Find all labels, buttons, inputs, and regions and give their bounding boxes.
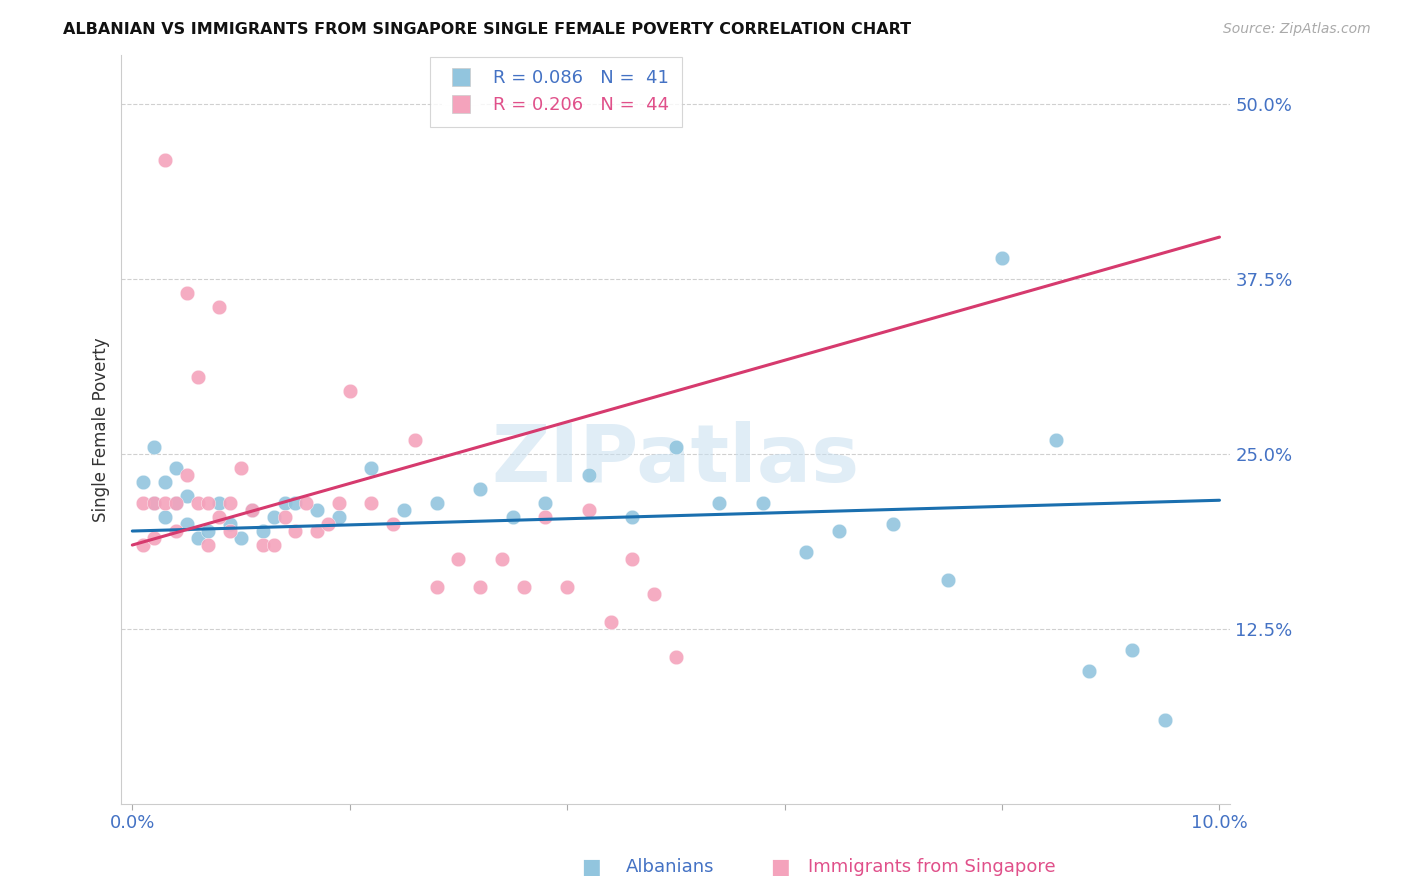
Point bbox=[709, 496, 731, 510]
Point bbox=[132, 496, 155, 510]
Point bbox=[176, 489, 198, 503]
Point bbox=[470, 580, 492, 594]
Point bbox=[229, 531, 252, 545]
Point bbox=[578, 503, 600, 517]
Point bbox=[426, 496, 449, 510]
Point bbox=[1045, 433, 1067, 447]
Point bbox=[153, 496, 176, 510]
Point bbox=[534, 496, 557, 510]
Point bbox=[263, 538, 285, 552]
Point bbox=[555, 580, 578, 594]
Point bbox=[252, 538, 274, 552]
Point bbox=[447, 552, 470, 566]
Point bbox=[1154, 713, 1177, 727]
Point bbox=[263, 510, 285, 524]
Point bbox=[240, 503, 263, 517]
Point bbox=[240, 503, 263, 517]
Y-axis label: Single Female Poverty: Single Female Poverty bbox=[93, 337, 110, 522]
Point bbox=[132, 475, 155, 489]
Point bbox=[284, 524, 307, 538]
Legend: R = 0.086   N =  41, R = 0.206   N =  44: R = 0.086 N = 41, R = 0.206 N = 44 bbox=[430, 57, 682, 127]
Point bbox=[1121, 643, 1143, 657]
Text: Immigrants from Singapore: Immigrants from Singapore bbox=[808, 858, 1056, 876]
Point bbox=[621, 510, 644, 524]
Text: ZIPatlas: ZIPatlas bbox=[492, 420, 860, 499]
Point bbox=[328, 510, 350, 524]
Point bbox=[284, 496, 307, 510]
Point bbox=[176, 286, 198, 301]
Text: ■: ■ bbox=[770, 857, 790, 877]
Point bbox=[316, 516, 339, 531]
Point bbox=[186, 531, 208, 545]
Point bbox=[229, 461, 252, 475]
Point bbox=[491, 552, 513, 566]
Point bbox=[208, 496, 231, 510]
Point bbox=[208, 300, 231, 314]
Point bbox=[534, 510, 557, 524]
Point bbox=[197, 538, 219, 552]
Point bbox=[502, 510, 524, 524]
Point bbox=[165, 496, 187, 510]
Point bbox=[307, 524, 329, 538]
Point bbox=[219, 524, 242, 538]
Point bbox=[143, 531, 166, 545]
Point bbox=[176, 516, 198, 531]
Point bbox=[643, 587, 665, 601]
Point bbox=[426, 580, 449, 594]
Point bbox=[665, 440, 688, 454]
Point bbox=[132, 538, 155, 552]
Point bbox=[328, 496, 350, 510]
Point bbox=[828, 524, 851, 538]
Point bbox=[165, 496, 187, 510]
Point bbox=[153, 475, 176, 489]
Point bbox=[307, 503, 329, 517]
Point bbox=[219, 496, 242, 510]
Point bbox=[470, 482, 492, 496]
Point bbox=[153, 153, 176, 168]
Point bbox=[339, 384, 361, 398]
Point bbox=[143, 496, 166, 510]
Point bbox=[392, 503, 415, 517]
Point bbox=[752, 496, 775, 510]
Text: Albanians: Albanians bbox=[626, 858, 714, 876]
Point bbox=[208, 510, 231, 524]
Point bbox=[165, 524, 187, 538]
Point bbox=[360, 496, 382, 510]
Point bbox=[621, 552, 644, 566]
Point bbox=[143, 496, 166, 510]
Point bbox=[882, 516, 904, 531]
Point bbox=[578, 468, 600, 483]
Point bbox=[295, 496, 318, 510]
Point bbox=[1078, 664, 1101, 678]
Point bbox=[186, 370, 208, 384]
Text: Source: ZipAtlas.com: Source: ZipAtlas.com bbox=[1223, 22, 1371, 37]
Point bbox=[273, 496, 295, 510]
Point bbox=[512, 580, 534, 594]
Point bbox=[404, 433, 426, 447]
Point bbox=[176, 468, 198, 483]
Point bbox=[665, 650, 688, 665]
Point bbox=[991, 251, 1014, 265]
Point bbox=[252, 524, 274, 538]
Point bbox=[936, 573, 959, 587]
Point bbox=[796, 545, 818, 559]
Point bbox=[599, 615, 621, 629]
Text: ■: ■ bbox=[581, 857, 600, 877]
Point bbox=[273, 510, 295, 524]
Point bbox=[143, 440, 166, 454]
Point bbox=[197, 496, 219, 510]
Point bbox=[186, 496, 208, 510]
Point bbox=[360, 461, 382, 475]
Point bbox=[219, 516, 242, 531]
Point bbox=[197, 524, 219, 538]
Text: ALBANIAN VS IMMIGRANTS FROM SINGAPORE SINGLE FEMALE POVERTY CORRELATION CHART: ALBANIAN VS IMMIGRANTS FROM SINGAPORE SI… bbox=[63, 22, 911, 37]
Point bbox=[165, 461, 187, 475]
Point bbox=[382, 516, 405, 531]
Point bbox=[153, 510, 176, 524]
